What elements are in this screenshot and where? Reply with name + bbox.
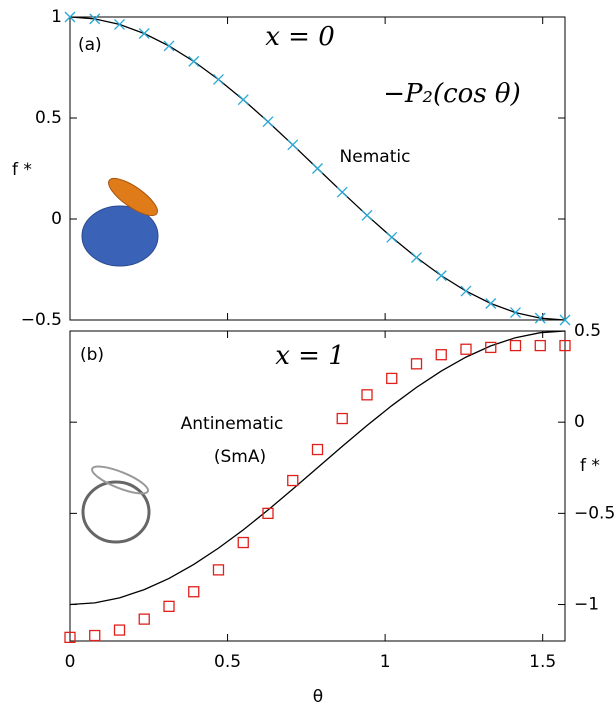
y-tick-label: 0 [574, 412, 585, 432]
square-marker [534, 339, 546, 352]
square-marker [559, 339, 571, 352]
cross-marker [312, 163, 323, 174]
molecule-antinematic [81, 465, 151, 544]
panel-title: x = 1 [275, 341, 345, 371]
y-tick-label: −1 [574, 595, 599, 615]
square-marker [311, 443, 324, 456]
x-tick-label: 1 [380, 652, 391, 672]
cross-marker [411, 252, 422, 264]
annotation: Nematic [340, 147, 411, 167]
y-tick-label: 0.5 [574, 321, 601, 341]
cross-marker [188, 55, 200, 67]
cross-marker [237, 94, 249, 106]
annotation: Antinematic [181, 414, 284, 434]
y-tick-label: −0.5 [574, 503, 615, 523]
square-marker [386, 372, 398, 385]
square-marker [336, 412, 348, 425]
square-marker [410, 358, 423, 370]
molecule-nematic [81, 177, 159, 267]
y-tick-label: −0.5 [21, 310, 62, 330]
panel-label: (b) [80, 345, 104, 365]
square-marker [485, 341, 497, 354]
square-marker [188, 586, 200, 598]
cross-marker [163, 40, 175, 52]
cross-marker [336, 186, 348, 198]
y-tick-label: 1 [51, 7, 62, 27]
cross-marker [361, 209, 373, 221]
y-axis-label: f * [12, 160, 32, 180]
plot-frame [69, 16, 566, 321]
annotation: −P₂(cos θ) [383, 79, 520, 109]
cross-marker [485, 298, 497, 309]
cross-marker [64, 11, 76, 23]
square-marker [460, 343, 472, 355]
square-marker [64, 631, 76, 644]
x-tick-label: 0 [65, 652, 76, 672]
plot-frame [69, 330, 566, 642]
square-marker [287, 474, 299, 487]
square-marker [212, 564, 225, 576]
cross-marker [460, 285, 472, 297]
y-axis-label: f * [580, 456, 600, 476]
cross-marker [138, 28, 150, 39]
cross-marker [534, 312, 546, 324]
panel-title: x = 0 [265, 22, 335, 52]
square-marker [138, 613, 150, 625]
cross-marker [435, 270, 447, 282]
cross-marker [213, 73, 224, 85]
y-tick-label: 0.5 [35, 108, 62, 128]
square-marker [89, 629, 101, 642]
square-marker [163, 600, 175, 613]
x-tick-label: 0.5 [214, 652, 241, 672]
cross-marker [287, 139, 299, 151]
square-marker [262, 507, 274, 520]
square-marker [361, 389, 373, 401]
cross-marker [89, 13, 101, 25]
y-tick-label: 0 [51, 209, 62, 229]
cross-marker [386, 231, 398, 243]
panel-label: (a) [78, 35, 102, 55]
cross-marker [114, 18, 125, 30]
annotation: (SmA) [214, 447, 266, 467]
x-tick-label: 1.5 [529, 652, 556, 672]
square-marker [435, 349, 447, 361]
square-marker [237, 536, 249, 549]
square-marker [113, 624, 126, 636]
cross-marker [559, 314, 571, 326]
cross-marker [510, 307, 521, 319]
square-marker [509, 339, 522, 352]
x-axis-label: θ [313, 687, 323, 707]
cross-marker [262, 116, 274, 128]
data-line [69, 330, 566, 606]
